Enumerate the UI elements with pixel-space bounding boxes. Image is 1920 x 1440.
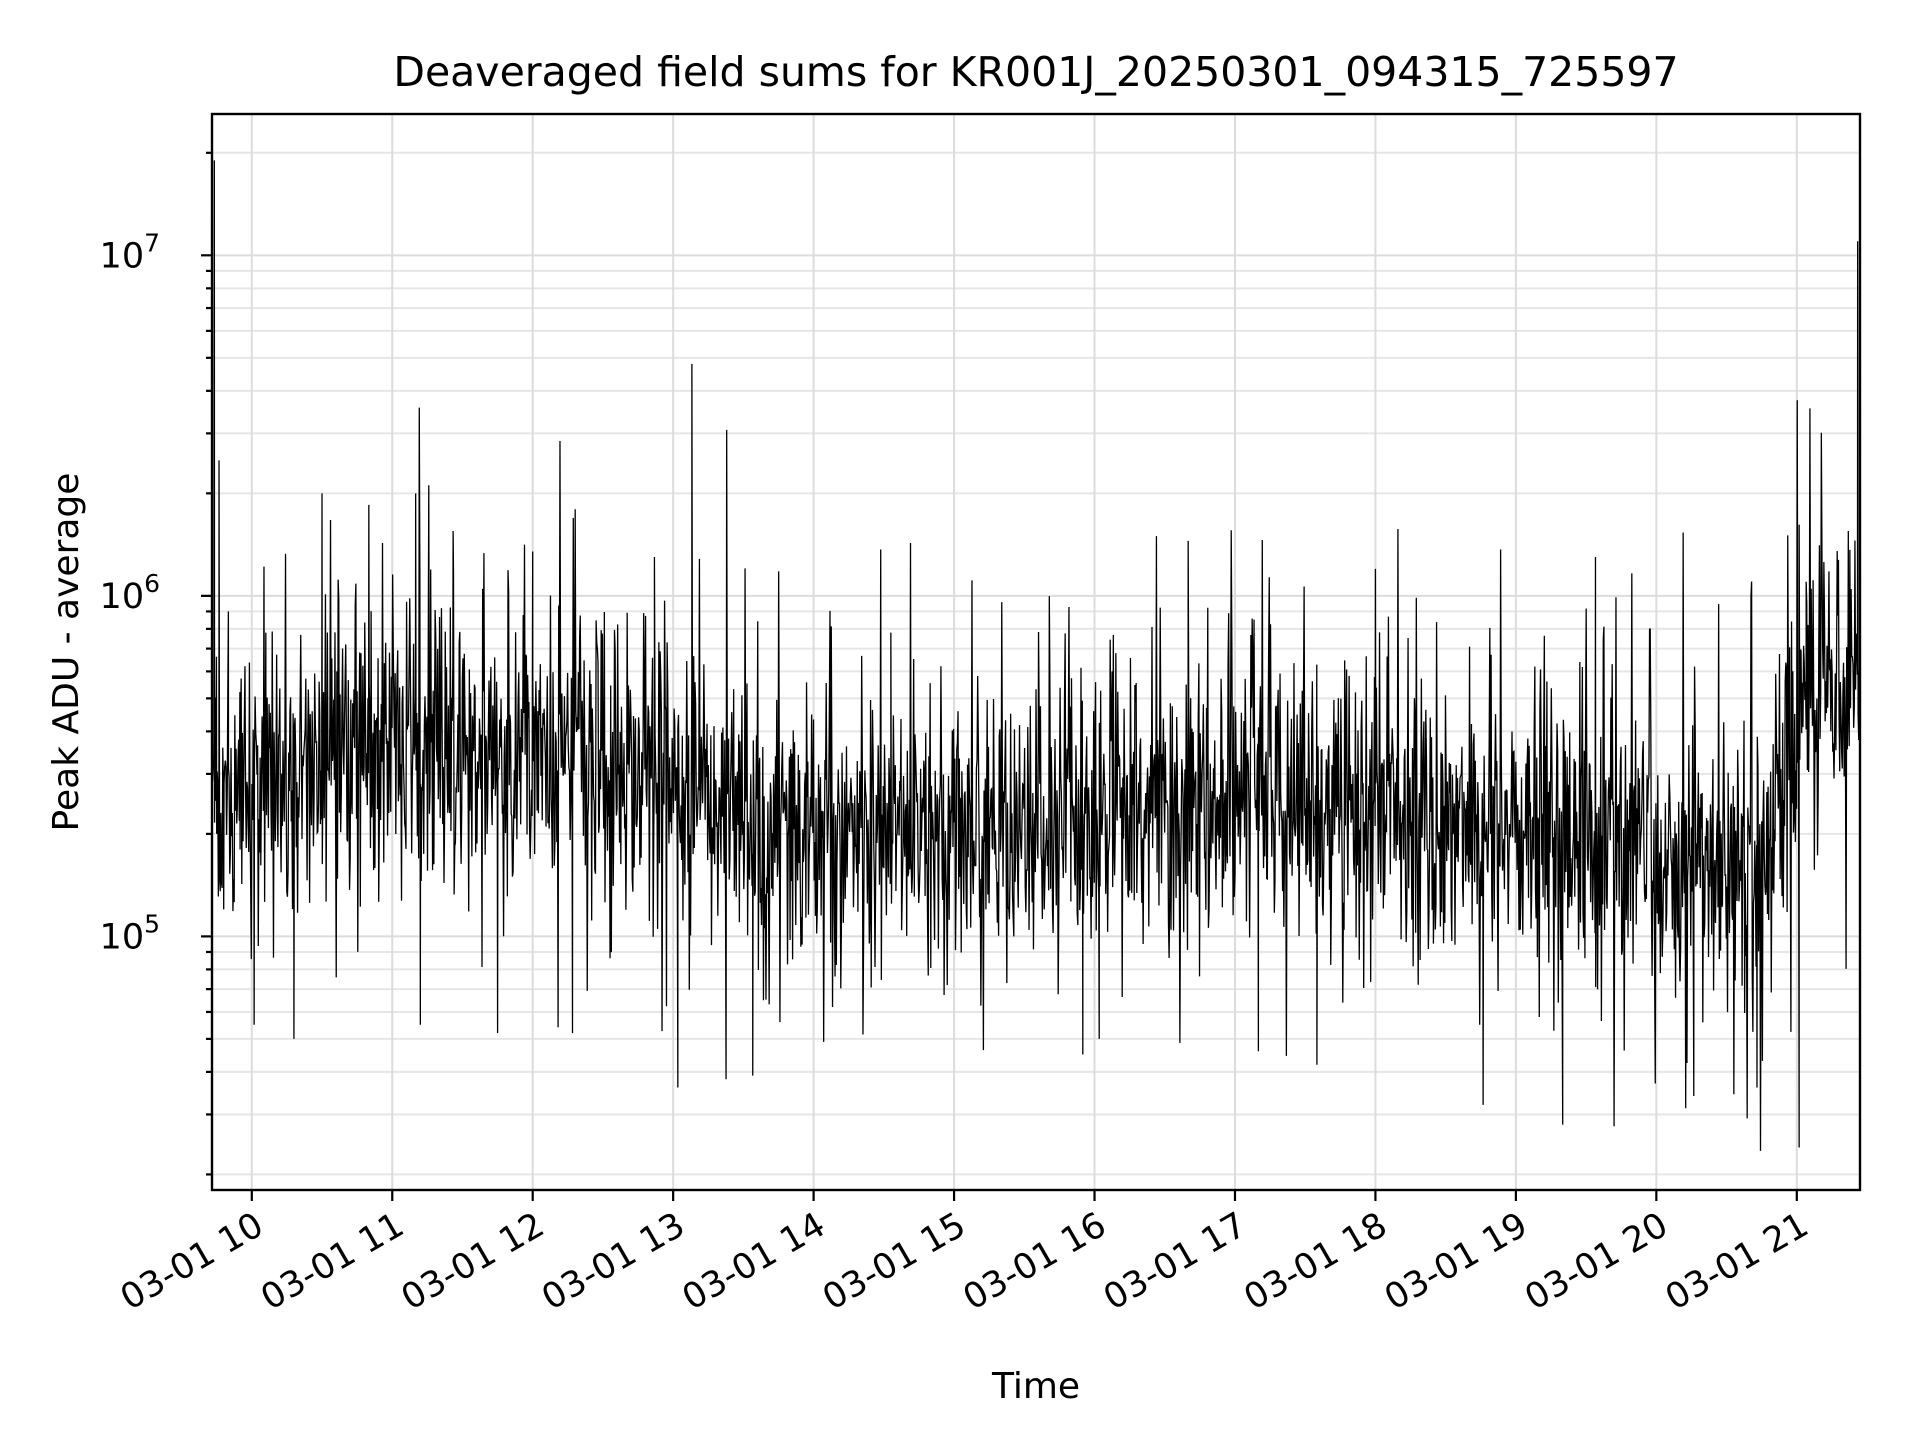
series-layer	[212, 160, 1860, 1151]
x-tick-label: 03-01 15	[816, 1205, 972, 1318]
y-tick-exponent: 6	[144, 569, 160, 598]
x-tick-label: 03-01 17	[1097, 1205, 1253, 1318]
y-tick-label: 107	[100, 228, 160, 276]
x-tick-label: 03-01 13	[535, 1205, 691, 1318]
x-tick-label: 03-01 21	[1659, 1205, 1815, 1318]
x-tick-label: 03-01 14	[676, 1205, 832, 1318]
y-tick-exponent: 7	[144, 228, 160, 257]
x-tick-label: 03-01 20	[1519, 1205, 1675, 1318]
y-tick-base: 10	[100, 917, 145, 957]
series-line-peak-adu	[212, 160, 1860, 1151]
x-tick-label: 03-01 16	[957, 1205, 1113, 1318]
y-tick-label: 105	[100, 909, 160, 957]
plot-area	[212, 160, 1860, 1151]
x-axis-label: Time	[991, 1366, 1080, 1407]
y-tick-base: 10	[100, 236, 145, 276]
y-tick-base: 10	[100, 577, 145, 617]
x-tick-label: 03-01 19	[1378, 1205, 1534, 1318]
y-axis-label: Peak ADU - average	[46, 473, 87, 832]
y-tick-exponent: 5	[144, 909, 160, 938]
x-tick-label: 03-01 11	[254, 1205, 410, 1318]
x-tick-label: 03-01 12	[395, 1205, 551, 1318]
y-tick-label: 106	[100, 569, 160, 617]
chart-title: Deaveraged field sums for KR001J_2025030…	[393, 48, 1678, 96]
plot-frame	[210, 112, 1862, 1192]
x-tick-label: 03-01 10	[114, 1205, 270, 1318]
x-tick-label: 03-01 18	[1238, 1205, 1394, 1318]
